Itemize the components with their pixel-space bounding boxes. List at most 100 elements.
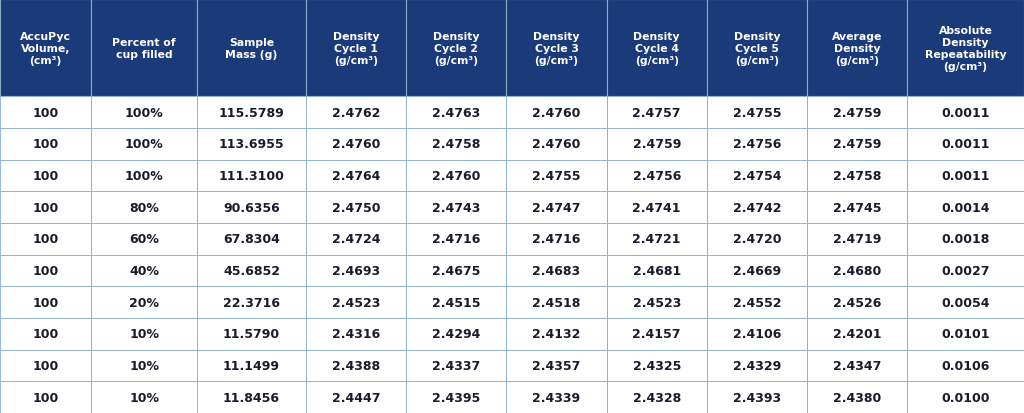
Bar <box>91 192 197 223</box>
Text: 2.4763: 2.4763 <box>432 107 480 119</box>
Bar <box>606 128 707 160</box>
Bar <box>606 97 707 128</box>
Text: 2.4756: 2.4756 <box>633 170 681 183</box>
Text: 2.4743: 2.4743 <box>432 201 480 214</box>
Text: 100: 100 <box>33 201 58 214</box>
Bar <box>407 160 507 192</box>
Bar <box>707 382 807 413</box>
Text: 2.4347: 2.4347 <box>833 359 882 372</box>
Text: 2.4515: 2.4515 <box>432 296 480 309</box>
Bar <box>91 0 197 97</box>
Text: 2.4757: 2.4757 <box>633 107 681 119</box>
Bar <box>407 287 507 318</box>
Text: 2.4388: 2.4388 <box>332 359 380 372</box>
Bar <box>507 255 606 287</box>
Text: 2.4552: 2.4552 <box>732 296 781 309</box>
Text: 2.4759: 2.4759 <box>833 107 882 119</box>
Text: 0.0100: 0.0100 <box>941 391 990 404</box>
Bar <box>807 192 907 223</box>
Bar <box>91 318 197 350</box>
Text: 2.4523: 2.4523 <box>332 296 380 309</box>
Bar <box>507 223 606 255</box>
Text: 2.4760: 2.4760 <box>532 107 581 119</box>
Text: 2.4669: 2.4669 <box>733 264 781 277</box>
Bar <box>91 350 197 382</box>
Text: 0.0011: 0.0011 <box>941 138 990 151</box>
Text: 10%: 10% <box>129 359 159 372</box>
Text: 2.4106: 2.4106 <box>733 328 781 340</box>
Bar <box>907 0 1024 97</box>
Bar <box>197 160 306 192</box>
Bar <box>91 287 197 318</box>
Bar <box>907 318 1024 350</box>
Text: 2.4720: 2.4720 <box>732 233 781 246</box>
Bar <box>306 128 407 160</box>
Bar <box>0 128 91 160</box>
Bar <box>197 97 306 128</box>
Text: 2.4395: 2.4395 <box>432 391 480 404</box>
Bar <box>0 350 91 382</box>
Text: Density
Cycle 1
(g/cm³): Density Cycle 1 (g/cm³) <box>333 31 380 66</box>
Bar <box>0 318 91 350</box>
Text: 100: 100 <box>33 107 58 119</box>
Bar <box>306 287 407 318</box>
Text: 0.0018: 0.0018 <box>941 233 990 246</box>
Text: 2.4393: 2.4393 <box>733 391 781 404</box>
Text: 2.4747: 2.4747 <box>532 201 581 214</box>
Bar <box>0 97 91 128</box>
Bar <box>197 223 306 255</box>
Text: 2.4693: 2.4693 <box>332 264 380 277</box>
Text: 2.4337: 2.4337 <box>432 359 480 372</box>
Text: 100: 100 <box>33 264 58 277</box>
Bar <box>306 192 407 223</box>
Bar <box>507 128 606 160</box>
Bar <box>807 350 907 382</box>
Bar <box>807 223 907 255</box>
Text: 60%: 60% <box>129 233 159 246</box>
Bar <box>507 382 606 413</box>
Bar <box>507 160 606 192</box>
Text: 100: 100 <box>33 328 58 340</box>
Text: 2.4380: 2.4380 <box>833 391 882 404</box>
Text: 100: 100 <box>33 233 58 246</box>
Bar <box>0 287 91 318</box>
Bar <box>0 0 91 97</box>
Bar <box>807 318 907 350</box>
Text: Percent of
cup filled: Percent of cup filled <box>113 38 176 59</box>
Bar <box>707 128 807 160</box>
Text: 100: 100 <box>33 138 58 151</box>
Bar <box>907 160 1024 192</box>
Bar <box>0 223 91 255</box>
Bar <box>407 97 507 128</box>
Bar <box>606 192 707 223</box>
Text: 40%: 40% <box>129 264 159 277</box>
Text: 0.0101: 0.0101 <box>941 328 990 340</box>
Bar <box>197 382 306 413</box>
Bar <box>807 0 907 97</box>
Bar <box>707 318 807 350</box>
Bar <box>707 160 807 192</box>
Bar <box>407 223 507 255</box>
Text: 22.3716: 22.3716 <box>223 296 280 309</box>
Bar <box>606 350 707 382</box>
Bar <box>707 97 807 128</box>
Bar <box>197 350 306 382</box>
Bar <box>907 350 1024 382</box>
Bar <box>91 97 197 128</box>
Bar <box>306 0 407 97</box>
Text: 2.4719: 2.4719 <box>833 233 882 246</box>
Text: 2.4526: 2.4526 <box>833 296 882 309</box>
Bar <box>91 128 197 160</box>
Bar <box>707 192 807 223</box>
Text: 2.4755: 2.4755 <box>732 107 781 119</box>
Text: 0.0054: 0.0054 <box>941 296 990 309</box>
Text: Average
Density
(g/cm³): Average Density (g/cm³) <box>831 31 883 66</box>
Bar <box>306 318 407 350</box>
Text: 2.4680: 2.4680 <box>833 264 882 277</box>
Text: 2.4683: 2.4683 <box>532 264 581 277</box>
Bar <box>407 382 507 413</box>
Bar <box>507 318 606 350</box>
Bar <box>907 192 1024 223</box>
Text: Density
Cycle 2
(g/cm³): Density Cycle 2 (g/cm³) <box>433 31 479 66</box>
Text: 0.0011: 0.0011 <box>941 170 990 183</box>
